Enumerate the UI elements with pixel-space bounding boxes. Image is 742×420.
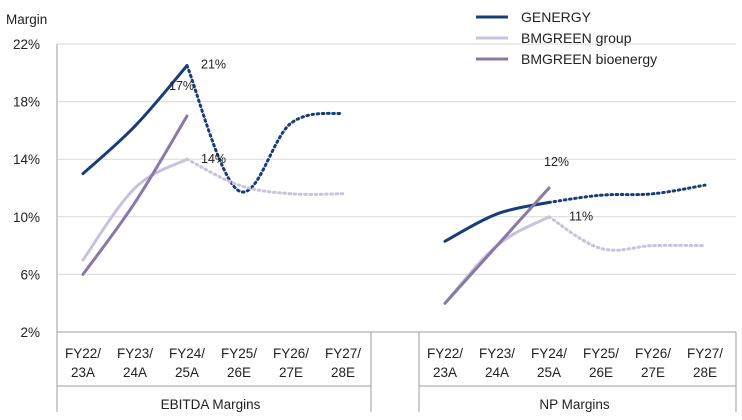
y-axis-label: Margin [6, 12, 47, 27]
y-tick-label: 18% [13, 95, 40, 110]
series-line-bmgreen-group-actual [443, 215, 551, 305]
legend-label: BMGREEN group [521, 30, 632, 46]
series-line-bmgreen-bioenergy-actual [81, 114, 189, 276]
x-tick-label: FY25/ [221, 346, 257, 361]
y-tick-label: 14% [13, 152, 40, 167]
x-tick-label: FY24/ [531, 346, 567, 361]
x-tick-label: FY25/ [583, 346, 619, 361]
x-tick-label: FY23/ [479, 346, 515, 361]
series-lines [81, 64, 707, 305]
y-tick-label: 2% [20, 325, 40, 340]
data-label: 21% [201, 58, 226, 72]
x-tick-label: FY22/ [427, 346, 463, 361]
x-tick-label: 27E [641, 365, 665, 380]
x-tick-label: FY23/ [117, 346, 153, 361]
x-tick-label: 28E [693, 365, 717, 380]
x-tick-label: FY26/ [273, 346, 309, 361]
y-tick-label: 22% [13, 37, 40, 52]
x-tick-label: 27E [279, 365, 303, 380]
x-tick-label: 26E [589, 365, 613, 380]
data-labels: 21% 17% 14% 12% 11% [169, 58, 593, 224]
x-tick-label: FY24/ [169, 346, 205, 361]
data-label: 12% [544, 155, 569, 169]
y-tick-label: 10% [13, 210, 40, 225]
x-tick-label: 24A [485, 365, 509, 380]
data-label: 14% [201, 152, 226, 166]
x-tick-label: 25A [175, 365, 199, 380]
group-label: NP Margins [539, 397, 610, 412]
series-line-genergy-actual [443, 200, 551, 243]
axes: Margin 2% 6% 10% 14% 18% 22% FY22/23A FY23/24A FY… [6, 12, 737, 412]
x-tick-label: 28E [331, 365, 355, 380]
series-line-genergy-projected [185, 64, 345, 194]
x-tick-label: 26E [227, 365, 251, 380]
legend: GENERGY BMGREEN group BMGREEN bioenergy [476, 9, 657, 67]
x-tick-label: 25A [537, 365, 561, 380]
x-tick-label: FY22/ [65, 346, 101, 361]
y-tick-label: 6% [20, 267, 40, 282]
grid-lines [57, 43, 736, 275]
series-line-bmgreen-group-projected [185, 157, 345, 196]
data-label: 11% [569, 209, 593, 223]
x-tick-label: FY27/ [325, 346, 361, 361]
group-label: EBITDA Margins [161, 397, 261, 412]
x-tick-label: 23A [71, 365, 95, 380]
series-line-genergy-projected [547, 183, 707, 204]
x-tick-label: 24A [123, 365, 147, 380]
legend-label: GENERGY [521, 9, 592, 25]
data-label: 17% [169, 79, 194, 93]
x-tick-label: 23A [433, 365, 457, 380]
x-tick-label: FY27/ [687, 346, 723, 361]
series-line-bmgreen-group-actual [81, 157, 189, 262]
x-tick-label: FY26/ [635, 346, 671, 361]
legend-label: BMGREEN bioenergy [521, 51, 657, 67]
series-line-bmgreen-group-projected [547, 215, 707, 252]
